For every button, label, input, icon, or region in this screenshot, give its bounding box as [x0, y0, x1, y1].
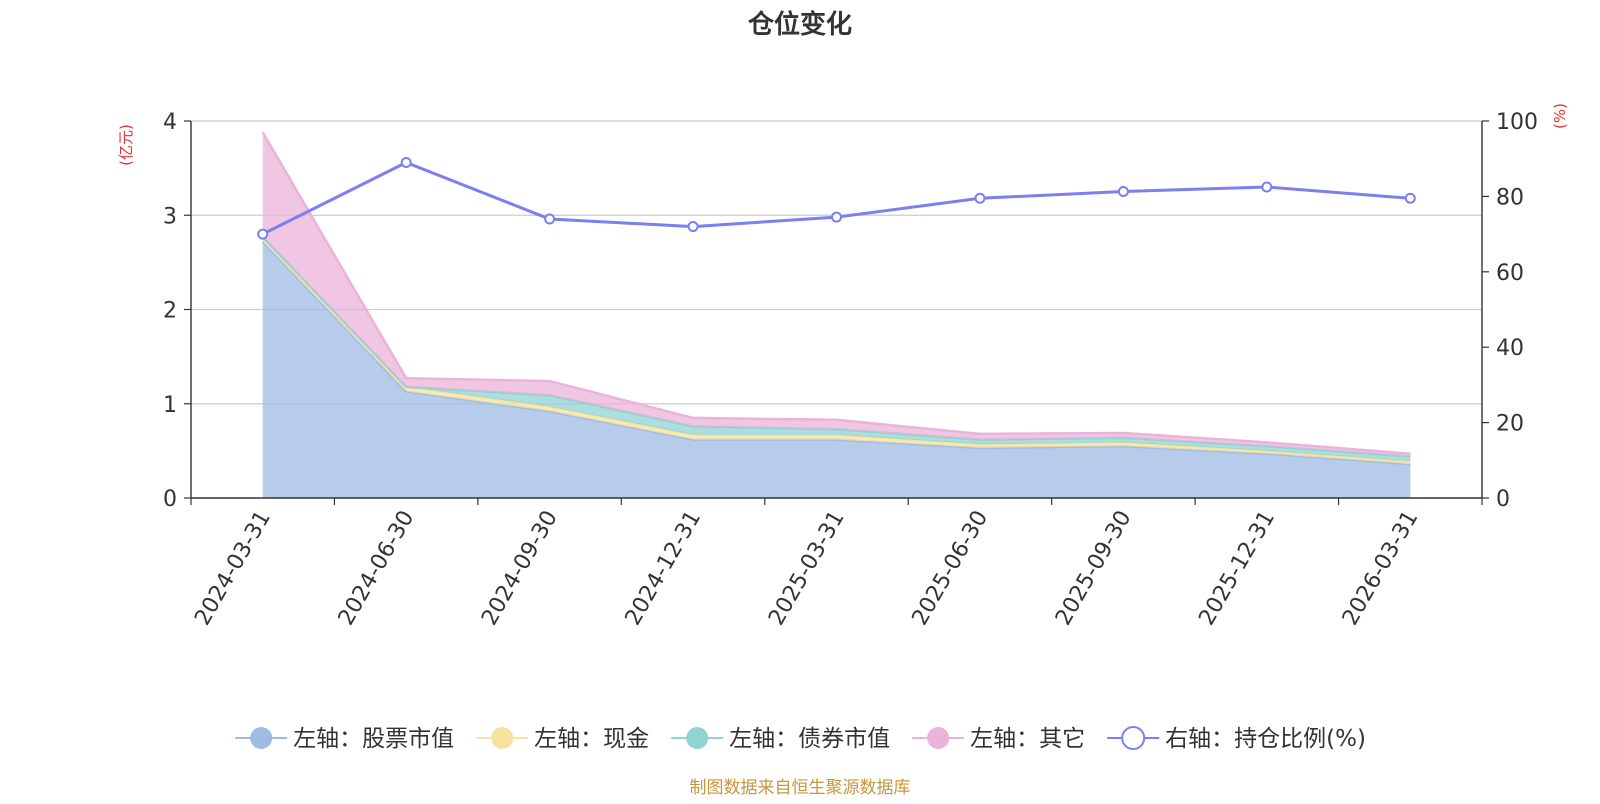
right-axis-tick-label: 80	[1496, 185, 1524, 210]
holding-ratio-point[interactable]	[1404, 192, 1416, 204]
area-series-1	[262, 241, 1411, 498]
legend-item-5[interactable]: 右轴：持仓比例(%)	[1107, 726, 1366, 752]
legend-marker-icon	[491, 727, 514, 749]
x-axis-tick-label: 2024-09-30	[477, 507, 563, 630]
x-axis-tick-label: 2025-09-30	[1051, 507, 1137, 630]
holding-ratio-point[interactable]	[257, 228, 269, 240]
x-axis-tick-label: 2024-06-30	[334, 506, 420, 629]
x-axis-tick-label: 2024-12-31	[621, 507, 707, 630]
x-axis-tick-label: 2025-06-30	[908, 507, 994, 630]
x-axis-tick-label: 2025-03-31	[764, 507, 850, 630]
legend-marker-icon	[927, 727, 950, 749]
left-axis-tick-label: 4	[163, 110, 177, 135]
right-axis-tick-label: 20	[1496, 412, 1524, 437]
holding-ratio-point[interactable]	[831, 211, 842, 223]
legend-marker-icon	[250, 727, 273, 749]
left-axis-tick-label: 1	[163, 393, 177, 418]
right-axis-unit: (%)	[1551, 103, 1569, 129]
holding-ratio-point[interactable]	[1117, 185, 1129, 197]
chart-title: 仓位变化	[747, 9, 852, 40]
legend-label: 左轴：债券市值	[729, 726, 890, 752]
area-series-edge-4	[261, 131, 1411, 455]
left-axis-tick-label: 3	[163, 204, 177, 229]
area-layer	[261, 131, 1411, 498]
right-axis-tick-label: 60	[1496, 261, 1524, 286]
legend[interactable]: 左轴：股票市值 左轴：现金 左轴：债券市值 左轴：其它 右轴：持仓比例(%)	[235, 726, 1366, 752]
legend-item-4[interactable]: 左轴：其它	[912, 726, 1085, 752]
left-axis-tick-label: 2	[163, 299, 177, 324]
legend-item-3[interactable]: 左轴：债券市值	[671, 726, 890, 752]
holding-ratio-point[interactable]	[544, 213, 556, 225]
holding-ratio-line	[262, 160, 1411, 236]
legend-marker-icon	[686, 727, 709, 749]
legend-label: 右轴：持仓比例(%)	[1165, 726, 1366, 752]
left-axis-tick-label: 0	[163, 487, 177, 512]
legend-marker-icon	[1121, 726, 1146, 750]
left-axis-unit: (亿元)	[117, 124, 135, 166]
right-axis-tick-label: 0	[1496, 487, 1510, 512]
area-series-3	[262, 236, 1411, 462]
legend-item-1[interactable]: 左轴：股票市值	[235, 726, 454, 752]
holding-ratio-point[interactable]	[974, 192, 986, 204]
legend-label: 左轴：其它	[970, 726, 1085, 752]
holding-ratio-point[interactable]	[687, 221, 699, 233]
x-axis-tick-label: 2024-03-31	[190, 507, 276, 630]
legend-item-2[interactable]: 左轴：现金	[476, 726, 649, 752]
holding-ratio-point[interactable]	[400, 156, 412, 168]
line-layer	[257, 156, 1416, 240]
x-axis-tick-label: 2025-12-31	[1194, 507, 1280, 630]
source-footer: 制图数据来自恒生聚源数据库	[690, 778, 911, 798]
right-axis-tick-label: 100	[1496, 110, 1538, 135]
holding-ratio-point[interactable]	[1261, 181, 1273, 193]
right-axis-tick-label: 40	[1496, 336, 1524, 361]
legend-label: 左轴：股票市值	[293, 726, 454, 752]
legend-label: 左轴：现金	[534, 726, 649, 752]
x-axis-tick-label: 2026-03-31	[1338, 507, 1424, 630]
